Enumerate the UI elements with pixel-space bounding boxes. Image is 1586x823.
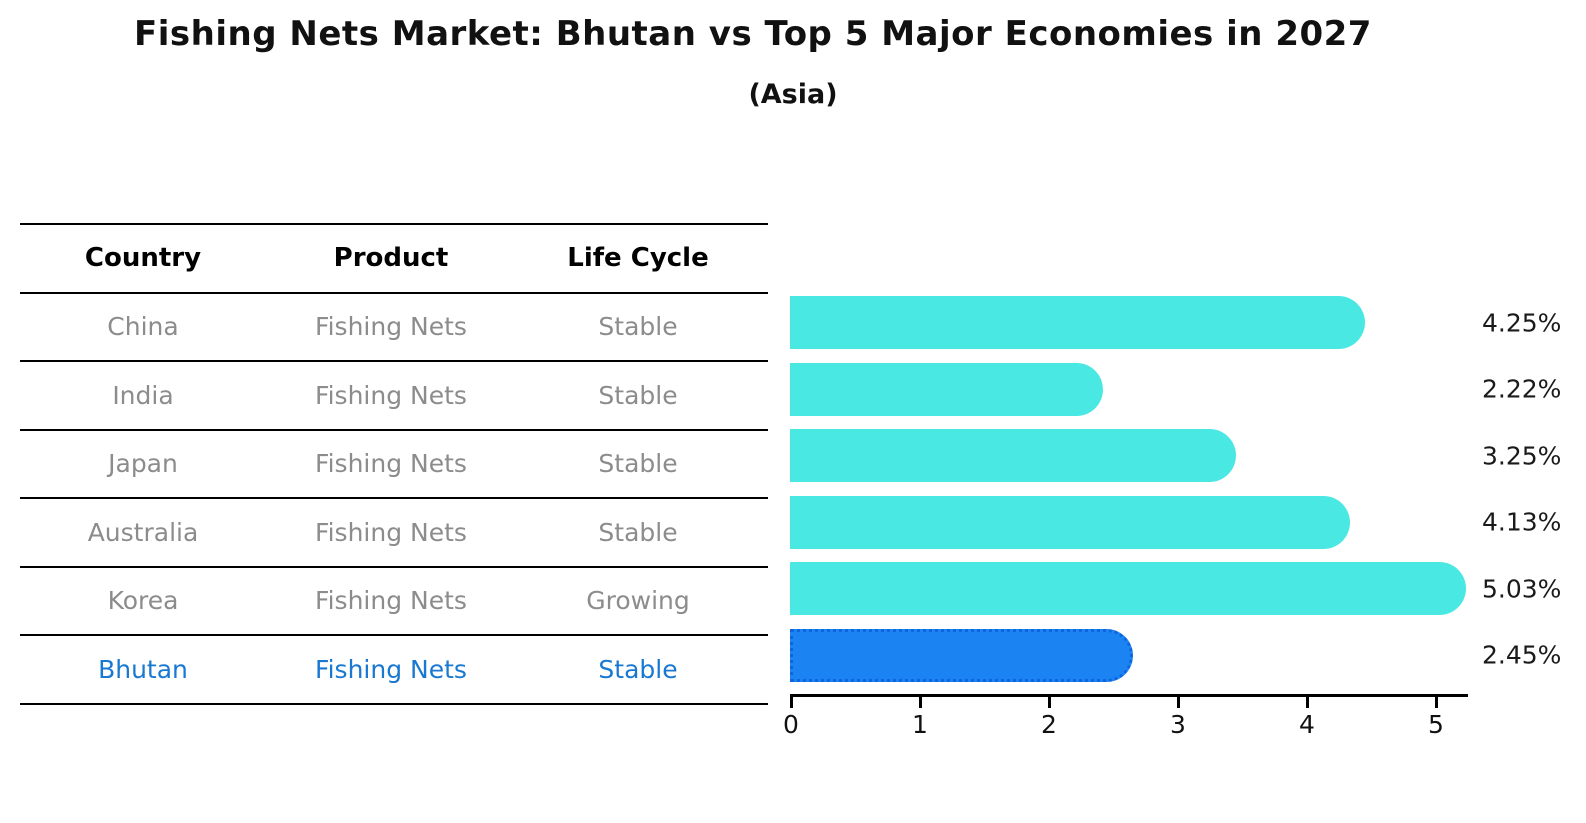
table-cell-life-cycle: Stable [598,380,678,410]
x-axis-tick-label: 4 [1299,710,1315,739]
comparison-table: Country Product Life Cycle China Fishing… [20,223,768,705]
x-axis-tick-label: 1 [912,710,928,739]
bar-row: 4.25% [790,290,1586,357]
table-cell-country: China [107,312,179,342]
table-cell-life-cycle: Stable [598,517,678,547]
table-header-country: Country [84,243,202,274]
table-cell-product: Fishing Nets [315,517,467,547]
table-cell-product: Fishing Nets [315,380,467,410]
bar-plot: 4.25% 2.22% 3.25% 4.13% 5.03% 2.45% [790,290,1586,689]
table-cell-product: Fishing Nets [315,586,467,616]
chart-title: Fishing Nets Market: Bhutan vs Top 5 Maj… [134,14,1372,54]
table-cell-product: Fishing Nets [315,449,467,479]
x-axis-tick [1435,696,1438,708]
bar-row: 2.22% [790,356,1586,423]
x-axis-tick [1177,696,1180,708]
table-cell-product: Fishing Nets [315,654,467,684]
x-axis-tick-label: 2 [1041,710,1057,739]
x-axis-tick [1306,696,1309,708]
bar-value-label: 4.13% [1482,507,1562,537]
chart-subtitle: (Asia) [748,79,838,110]
table-cell-country: Bhutan [98,654,188,684]
table-cell-country: Korea [107,586,179,616]
table-row: Bhutan Fishing Nets Stable [20,634,768,705]
x-axis-tick-label: 0 [783,710,799,739]
bar [790,296,1366,349]
table-cell-product: Fishing Nets [315,312,467,342]
table-cell-country: India [112,380,174,410]
table-cell-life-cycle: Growing [586,586,690,616]
table-header-product: Product [333,243,449,274]
bar-row: 5.03% [790,556,1586,623]
table-cell-country: Australia [87,517,199,547]
table-cell-country: Japan [108,449,178,479]
x-axis-line [790,694,1468,697]
x-axis-tick [790,696,793,708]
table-row: China Fishing Nets Stable [20,291,768,361]
bar [790,362,1104,416]
table-row: India Fishing Nets Stable [20,360,768,429]
bar-value-label: 2.45% [1482,640,1562,670]
table-row: Japan Fishing Nets Stable [20,428,768,498]
table-row: Australia Fishing Nets Stable [20,497,768,566]
bar-value-label: 3.25% [1482,441,1562,471]
bar-row: 3.25% [790,423,1586,490]
table-rows: China Fishing Nets Stable India Fishing … [20,291,768,705]
bar-value-label: 5.03% [1482,574,1562,604]
bar [790,628,1134,682]
table-cell-life-cycle: Stable [598,654,678,684]
bar-row: 4.13% [790,489,1586,556]
table-cell-life-cycle: Stable [598,312,678,342]
x-axis-tick-label: 3 [1170,710,1186,739]
x-axis-tick [1048,696,1051,708]
x-axis-tick-label: 5 [1428,710,1444,739]
table-header-life-cycle: Life Cycle [567,243,709,274]
bar [790,429,1237,482]
bar [790,495,1350,549]
table-row: Korea Fishing Nets Growing [20,565,768,635]
x-axis-tick [919,696,922,708]
bar-value-label: 2.22% [1482,374,1562,404]
bar-row: 2.45% [790,622,1586,689]
bar-value-label: 4.25% [1482,308,1562,338]
table-header-row: Country Product Life Cycle [20,223,768,292]
bar [790,562,1466,615]
table-cell-life-cycle: Stable [598,449,678,479]
